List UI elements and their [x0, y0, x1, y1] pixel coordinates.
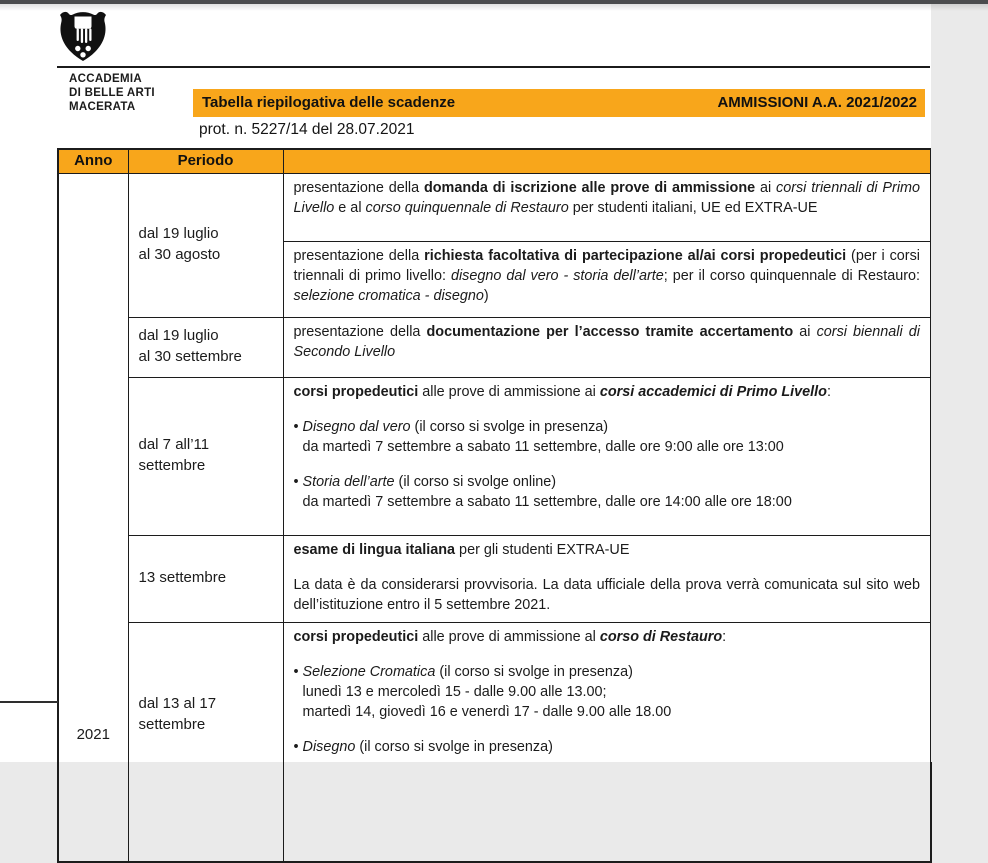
content-cell: presentazione della richiesta facoltativ…: [282, 240, 932, 318]
anno-value: 2021: [76, 725, 110, 743]
academy-shield-hand-icon: [60, 11, 106, 61]
table-row: 2021 dal 19 luglio al 30 agosto presentazi…: [57, 172, 932, 863]
paragraph: da martedì 7 settembre a sabato 11 sette…: [302, 438, 784, 455]
table-row: 13 settembre esame di lingua italiana per…: [58, 534, 932, 623]
organization-name-line: DI BELLE ARTI: [69, 87, 155, 99]
paragraph: presentazione della documentazione per l…: [293, 323, 920, 360]
admissions-year-label: AMMISSIONI A.A. 2021/2022: [717, 93, 917, 111]
table-row: dal 19 luglio al 30 settembre presentazio…: [58, 316, 932, 378]
period-cell: dal 19 luglio al 30 agosto: [127, 172, 284, 318]
paragraph: da martedì 7 settembre a sabato 11 sette…: [302, 493, 792, 510]
deadlines-table: Anno Periodo 2021 dal 19 luglio al 30 ago…: [57, 148, 932, 863]
content-cell: presentazione della documentazione per l…: [282, 316, 932, 378]
paragraph: • Storia dell’arte (il corso si svolge o…: [293, 473, 557, 490]
content-cell: presentazione della domanda di iscrizion…: [282, 172, 932, 242]
paragraph: corsi propedeutici alle prove di ammissi…: [293, 628, 727, 645]
content-cell: corsi propedeutici alle prove di ammissi…: [282, 376, 932, 536]
page-edge-artifact: [0, 701, 58, 703]
title-bar: Tabella riepilogativa delle scadenze AMM…: [193, 89, 925, 117]
organization-name: ACCADEMIA DI BELLE ARTI MACERATA: [69, 72, 155, 114]
header-divider: [57, 66, 930, 68]
paragraph: lunedì 13 e mercoledì 15 - dalle 9.00 al…: [302, 683, 607, 700]
content-cell: corsi propedeutici alle prove di ammissi…: [282, 621, 932, 863]
paragraph: presentazione della domanda di iscrizion…: [293, 179, 921, 216]
document-page: ACCADEMIA DI BELLE ARTI MACERATA Tabella…: [0, 0, 932, 863]
protocol-number: prot. n. 5227/14 del 28.07.2021: [199, 121, 415, 138]
content-cell: esame di lingua italiana per gli student…: [282, 534, 932, 623]
paragraph: La data è da considerarsi provvisoria. L…: [293, 576, 921, 613]
table-header-row: Anno Periodo: [57, 148, 932, 174]
table-row: dal 7 all’11 settembre corsi propedeutici…: [58, 376, 932, 536]
logo: [57, 9, 109, 63]
paragraph: • Selezione Cromatica (il corso si svolg…: [293, 663, 633, 680]
paragraph: martedì 14, giovedì 16 e venerdì 17 - da…: [302, 703, 672, 720]
paragraph: presentazione della richiesta facoltativ…: [293, 247, 921, 304]
paragraph: • Disegno dal vero (il corso si svolge i…: [293, 418, 609, 435]
paragraph: corsi propedeutici alle prove di ammissi…: [293, 383, 831, 400]
paragraph: • Disegno (il corso si svolge in presenz…: [293, 738, 553, 755]
period-cell: dal 13 al 17 settembre: [127, 621, 284, 863]
viewer-top-bar: [0, 0, 988, 4]
organization-name-line: ACCADEMIA: [69, 73, 142, 85]
top-bar-shadow: [0, 4, 988, 11]
period-cell: 13 settembre: [127, 534, 284, 623]
period-cell: dal 19 luglio al 30 settembre: [127, 316, 284, 378]
column-header-empty: [282, 148, 932, 174]
table-row: dal 13 al 17 settembre corsi propedeutici…: [58, 621, 932, 863]
organization-name-line: MACERATA: [69, 101, 136, 113]
document-title: Tabella riepilogativa delle scadenze: [202, 93, 456, 111]
paragraph: esame di lingua italiana per gli student…: [293, 541, 630, 558]
column-header-anno: Anno: [57, 148, 129, 174]
period-cell: dal 7 all’11 settembre: [127, 376, 284, 536]
table-row: presentazione della richiesta facoltativ…: [58, 240, 932, 318]
viewer-background: [931, 0, 988, 762]
anno-cell: 2021: [57, 172, 129, 863]
column-header-periodo: Periodo: [127, 148, 284, 174]
